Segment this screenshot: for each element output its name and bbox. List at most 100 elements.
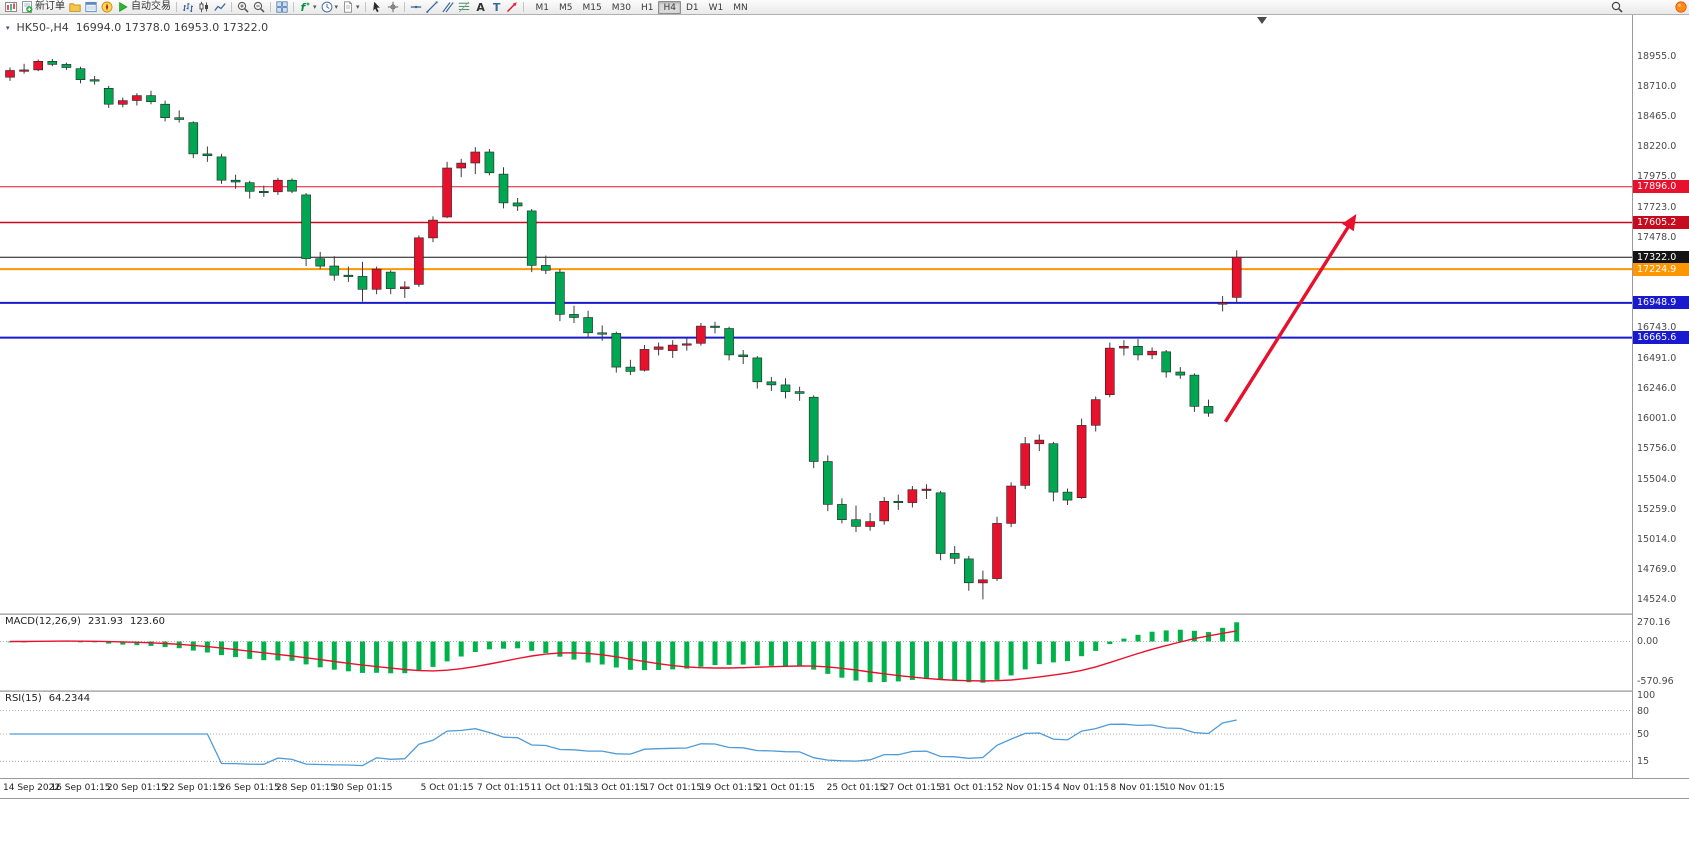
indicators-icon[interactable]: f ▾	[297, 0, 319, 14]
time-axis-label: 27 Oct 01:15	[883, 783, 942, 793]
time-axis-label: 16 Sep 01:15	[50, 783, 111, 793]
bar-chart-icon[interactable]	[180, 0, 196, 14]
time-axis-label: 28 Sep 01:15	[276, 783, 337, 793]
toolbar-separator	[364, 2, 366, 12]
crosshair-icon[interactable]	[385, 0, 401, 14]
text-icon[interactable]: A	[472, 0, 488, 14]
price-axis-label: 17478.0	[1637, 232, 1677, 244]
price-axis-label: 17723.0	[1637, 202, 1677, 214]
timeframe-m30[interactable]: M30	[611, 2, 631, 13]
chart-window[interactable]: ▾ HK50-,H4 16994.0 17378.0 16953.0 17322…	[0, 14, 1689, 799]
rsi-axis-label: 100	[1637, 690, 1656, 701]
price-axis-label: 15504.0	[1637, 474, 1677, 486]
macd-name: MACD(12,26,9)	[5, 616, 81, 627]
price-axis-label: 16246.0	[1637, 383, 1677, 395]
tile-windows-icon[interactable]	[274, 0, 290, 14]
time-axis-label: 21 Oct 01:15	[756, 783, 815, 793]
timeframe-m15[interactable]: M15	[582, 2, 602, 13]
price-axis-label: 16743.0	[1637, 322, 1677, 334]
fibonacci-icon[interactable]	[456, 0, 472, 14]
symbol-menu-icon[interactable]: ▾	[6, 23, 10, 32]
timeframe-d1[interactable]: D1	[685, 2, 699, 13]
macd-signal-line	[10, 630, 1237, 682]
rsi-axis-label: 80	[1637, 705, 1650, 717]
time-axis-label: 31 Oct 01:15	[939, 783, 999, 793]
search-icon[interactable]	[1609, 0, 1625, 14]
svg-text:T: T	[492, 1, 500, 13]
price-badge: 17896.0	[1633, 180, 1689, 194]
macd-label: MACD(12,26,9) 231.93 123.60	[5, 616, 165, 627]
dropdown-arrow-icon[interactable]: ▾	[334, 3, 339, 11]
time-axis-label: 19 Oct 01:15	[699, 783, 759, 793]
candles-layer	[5, 58, 1242, 600]
timeframe-mn[interactable]: MN	[733, 2, 748, 13]
toolbar-separator	[176, 2, 177, 12]
timeframe-m5[interactable]: M5	[559, 2, 573, 13]
dropdown-arrow-icon[interactable]: ▾	[356, 3, 360, 11]
data-window-icon[interactable]	[83, 0, 99, 14]
rsi-axis-label: 15	[1637, 756, 1650, 768]
trend-arrow[interactable]	[1223, 213, 1357, 423]
timeframe-h4[interactable]: H4	[658, 0, 681, 14]
timeframe-m1[interactable]: M1	[535, 2, 550, 13]
macd-canvas[interactable]	[0, 615, 1632, 690]
main-chart-canvas[interactable]	[0, 15, 1632, 613]
panel-splitter[interactable]	[0, 613, 1689, 615]
toolbar-separator	[231, 2, 232, 12]
time-axis-label: 17 Oct 01:15	[643, 783, 703, 793]
time-axis-label: 13 Oct 01:15	[586, 783, 646, 793]
toolbar-separator	[522, 2, 524, 12]
candlestick-icon[interactable]	[196, 0, 212, 14]
zoom-out-icon[interactable]	[251, 0, 267, 14]
rsi-canvas[interactable]	[0, 692, 1632, 776]
toolbar-separator	[403, 2, 405, 12]
autotrade-button[interactable]: 自动交易	[115, 0, 173, 14]
arrows-icon[interactable]	[504, 0, 520, 14]
cursor-icon[interactable]	[369, 0, 385, 14]
time-axis-label: 22 Sep 01:15	[163, 783, 224, 793]
autotrade-label: 自动交易	[131, 1, 171, 12]
rsi-value: 64.2344	[48, 693, 91, 704]
time-axis-label: 5 Oct 01:15	[420, 783, 474, 793]
zoom-in-icon[interactable]	[235, 0, 251, 14]
time-axis-label: 8 Nov 01:15	[1110, 783, 1166, 793]
channel-icon[interactable]	[440, 0, 456, 14]
timeframe-h1[interactable]: H1	[640, 2, 654, 13]
label-icon[interactable]: T	[488, 0, 504, 14]
price-badge: 17224.9	[1633, 262, 1689, 276]
templates-icon[interactable]: ▾	[340, 0, 362, 14]
price-badge: 16665.6	[1633, 331, 1689, 345]
panel-splitter[interactable]	[0, 690, 1689, 692]
price-axis[interactable]: 18955.0 18710.0 18465.0 18220.0 17975.0 17723…	[1632, 15, 1689, 778]
macd-main-value: 231.93	[87, 616, 123, 627]
timeframe-w1[interactable]: W1	[708, 2, 724, 13]
time-axis[interactable]: 14 Sep 2022 16 Sep 01:15 20 Sep 01:15 22 Se…	[0, 778, 1689, 798]
timeframe-bar: M1 M5 M15 M30 H1 H4 D1 W1 MN	[531, 0, 753, 14]
dropdown-arrow-icon[interactable]: ▾	[313, 3, 317, 11]
navigator-icon[interactable]	[99, 0, 115, 14]
toolbar-separator	[270, 2, 271, 12]
rsi-line	[10, 719, 1237, 767]
periods-icon[interactable]: ▾	[319, 0, 341, 14]
time-axis-label: 25 Oct 01:15	[826, 783, 886, 793]
price-axis-label: 15014.0	[1637, 534, 1677, 546]
levels-layer	[0, 186, 1632, 339]
toolbar-separator	[293, 2, 294, 12]
time-axis-label: 4 Nov 01:15	[1054, 783, 1110, 793]
rsi-label: RSI(15) 64.2344	[5, 693, 90, 704]
price-axis-label: 17975.0	[1637, 171, 1677, 183]
new-order-button[interactable]: 新订单	[19, 0, 67, 14]
price-axis-label: 14524.0	[1637, 594, 1677, 606]
new-order-label: 新订单	[35, 1, 65, 12]
time-axis-label: 26 Sep 01:15	[219, 783, 280, 793]
trendline-icon[interactable]	[424, 0, 440, 14]
line-chart-icon[interactable]	[212, 0, 228, 14]
macd-axis-label: -570.96	[1637, 675, 1674, 687]
time-axis-label: 11 Oct 01:15	[530, 783, 590, 793]
new-chart-icon[interactable]	[3, 0, 19, 14]
macd-axis-label: 0.00	[1637, 636, 1659, 648]
profiles-icon[interactable]	[67, 0, 83, 14]
horizontal-line-icon[interactable]	[408, 0, 424, 14]
notification-icon[interactable]	[1673, 0, 1689, 14]
price-badge: 16948.9	[1633, 296, 1689, 310]
